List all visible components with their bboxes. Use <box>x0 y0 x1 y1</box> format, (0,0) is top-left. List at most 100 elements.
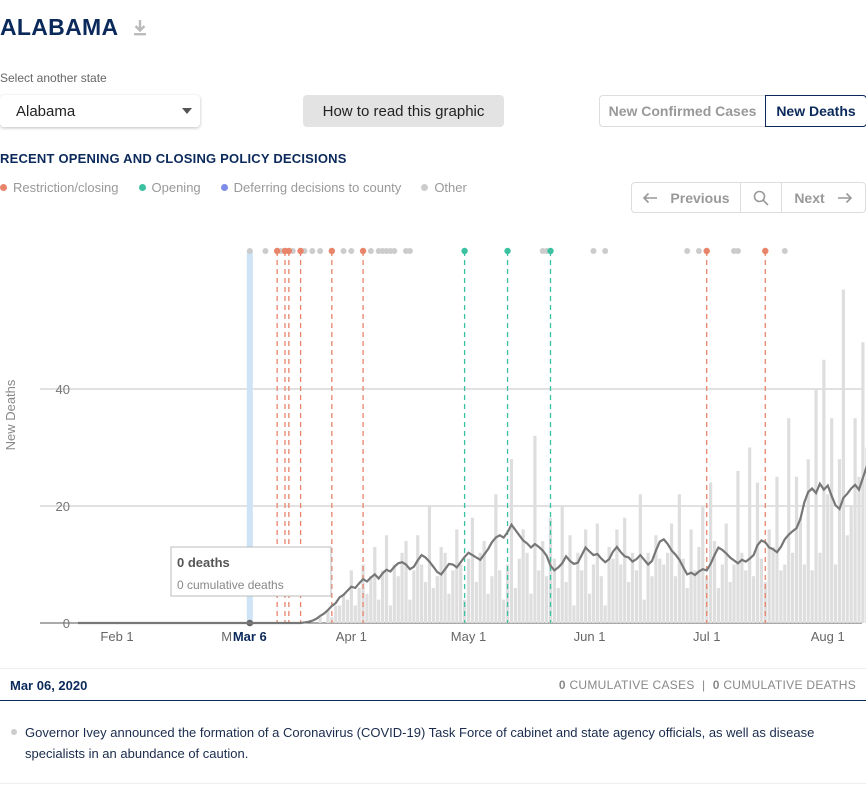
daily-deaths-bar <box>420 564 424 623</box>
daily-deaths-bar <box>658 558 662 623</box>
restriction-event-dot[interactable] <box>297 247 304 255</box>
other-event-dot[interactable] <box>684 248 691 254</box>
restriction-event-dot[interactable] <box>762 247 769 255</box>
other-event-dot[interactable] <box>340 248 347 254</box>
daily-deaths-bar <box>818 552 822 623</box>
other-event-dot[interactable] <box>367 248 374 254</box>
other-event-dot[interactable] <box>348 248 355 254</box>
daily-deaths-bar <box>568 535 572 623</box>
daily-deaths-bar <box>509 459 514 623</box>
other-event-dot[interactable] <box>317 248 324 254</box>
other-event-dot[interactable] <box>590 248 597 254</box>
select-state-label: Select another state <box>0 71 107 85</box>
x-tick-label: Jun 1 <box>574 629 606 644</box>
event-description: Governor Ivey announced the formation of… <box>25 725 815 761</box>
daily-deaths-bar <box>712 541 717 623</box>
daily-deaths-bar <box>357 587 361 623</box>
metric-toggle: New Confirmed Cases New Deaths <box>599 95 866 127</box>
how-to-read-button[interactable]: How to read this graphic <box>303 95 504 127</box>
daily-deaths-bar <box>736 470 740 623</box>
tooltip: 0 deaths 0 cumulative deaths <box>170 546 332 597</box>
other-event-dot[interactable] <box>602 248 609 254</box>
next-label: Next <box>794 189 825 206</box>
restriction-event-dot[interactable] <box>273 247 281 255</box>
daily-deaths-bar <box>451 570 455 623</box>
daily-deaths-bar <box>572 605 576 623</box>
previous-button[interactable]: Previous <box>632 183 741 212</box>
selected-tick-background <box>231 627 268 645</box>
daily-deaths-bar <box>650 576 654 623</box>
cumulative-stats: 0 CUMULATIVE CASES | 0 CUMULATIVE DEATHS <box>559 678 856 692</box>
arrow-right-icon <box>837 192 852 203</box>
opening-event-dot[interactable] <box>461 247 468 255</box>
download-icon[interactable] <box>130 17 150 39</box>
daily-deaths-bar <box>533 435 537 623</box>
daily-deaths-bar <box>334 605 338 623</box>
daily-deaths-bar <box>455 529 459 623</box>
legend-label: Opening <box>151 180 201 195</box>
cumulative-deaths-count: 0 <box>712 678 720 692</box>
cumulative-deaths-label: CUMULATIVE DEATHS <box>723 678 856 692</box>
other-event-dot[interactable] <box>246 248 253 254</box>
x-tick-label: May 1 <box>451 629 486 644</box>
daily-deaths-bar <box>611 558 615 623</box>
other-event-dot[interactable] <box>262 248 269 254</box>
next-button[interactable]: Next <box>782 183 865 212</box>
restriction-event-dot[interactable] <box>359 247 367 255</box>
daily-deaths-bar <box>537 570 541 623</box>
daily-deaths-bar <box>482 541 486 623</box>
other-event-dot[interactable] <box>734 248 741 254</box>
legend-item-opening: Opening <box>138 180 201 195</box>
policy-legend: Restriction/closing Opening Deferring de… <box>0 180 487 195</box>
opening-event-dot[interactable] <box>547 247 554 255</box>
legend-dot-opening <box>138 184 146 191</box>
daily-deaths-bar <box>545 576 549 623</box>
toggle-new-deaths[interactable]: New Deaths <box>765 95 866 127</box>
restriction-event-dot[interactable] <box>285 247 293 255</box>
search-icon <box>753 190 769 206</box>
daily-deaths-bar <box>529 593 533 623</box>
other-event-dot[interactable] <box>406 248 413 254</box>
x-tick-label: Jul 1 <box>693 629 720 644</box>
daily-deaths-bar <box>775 476 779 623</box>
legend-item-restriction: Restriction/closing <box>0 180 119 195</box>
legend-item-deferring: Deferring decisions to county <box>220 180 401 195</box>
restriction-event-dot[interactable] <box>703 247 710 255</box>
daily-deaths-bar <box>724 523 728 623</box>
cumulative-cases-count: 0 <box>558 678 566 692</box>
other-event-dot[interactable] <box>391 248 398 254</box>
event-nav: Previous Next <box>631 182 866 213</box>
daily-deaths-bar <box>591 564 596 623</box>
daily-deaths-bar <box>771 546 775 623</box>
previous-label: Previous <box>670 189 730 206</box>
daily-deaths-bar <box>615 529 619 623</box>
opening-event-dot[interactable] <box>504 247 511 255</box>
restriction-event-dot[interactable] <box>328 247 336 255</box>
daily-deaths-bar <box>623 517 627 623</box>
other-event-dot[interactable] <box>695 248 702 254</box>
other-event-dot[interactable] <box>309 248 316 254</box>
footer-bar: Mar 06, 2020 0 CUMULATIVE CASES | 0 CUMU… <box>0 668 866 701</box>
daily-deaths-bar <box>517 558 521 623</box>
page-title: ALABAMA <box>0 14 119 40</box>
chevron-down-icon <box>182 108 192 114</box>
search-button[interactable] <box>741 183 782 212</box>
daily-deaths-bar <box>841 289 845 623</box>
daily-deaths-bar <box>705 576 709 623</box>
daily-deaths-bar <box>318 617 322 623</box>
daily-deaths-bar <box>849 506 853 623</box>
daily-deaths-bar <box>638 494 642 623</box>
daily-deaths-bar <box>603 605 607 623</box>
x-tick-label: Apr 1 <box>336 629 367 644</box>
daily-deaths-bar <box>627 582 631 623</box>
toggle-new-confirmed-cases[interactable]: New Confirmed Cases <box>599 95 765 127</box>
daily-deaths-bar <box>498 570 502 623</box>
other-event-dot[interactable] <box>781 248 788 254</box>
state-select[interactable]: Alabama <box>0 95 200 127</box>
daily-deaths-bar <box>709 482 713 623</box>
state-select-value: Alabama <box>16 102 76 120</box>
daily-deaths-bar <box>755 482 760 623</box>
daily-deaths-bar <box>447 593 451 623</box>
daily-deaths-bar <box>408 599 412 623</box>
